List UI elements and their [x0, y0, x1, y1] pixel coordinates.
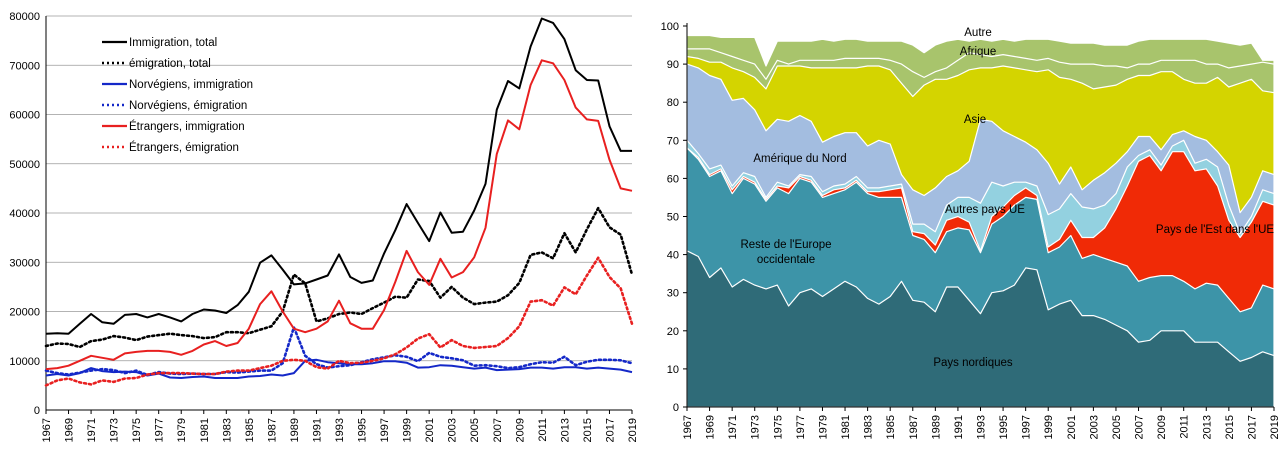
- x-tick-label: 2013: [1201, 415, 1213, 439]
- x-tick-label: 2005: [1111, 415, 1123, 439]
- y-tick-label: 40000: [9, 208, 40, 220]
- x-tick-label: 1969: [64, 418, 76, 442]
- legend-entry-norvegiens-immigration: Norvégiens, immigration: [129, 79, 253, 91]
- series-line-emigration-total: [44, 206, 634, 349]
- x-tick-label: 1975: [131, 418, 143, 442]
- x-tick-label: 2017: [1246, 415, 1258, 439]
- x-tick-label: 1985: [885, 415, 897, 439]
- legend-entry-emigration-total: émigration, total: [129, 58, 211, 70]
- y-tick-label: 60000: [9, 110, 40, 122]
- x-tick-label: 1991: [311, 418, 323, 442]
- y-tick-label: 40: [667, 250, 679, 262]
- x-tick-label: 2001: [1066, 415, 1078, 439]
- y-tick-label: 0: [673, 402, 679, 414]
- x-tick-label: 1973: [109, 418, 121, 442]
- area-label-afrique: Afrique: [960, 46, 996, 58]
- y-tick-label: 60: [667, 173, 679, 185]
- x-tick-label: 1979: [176, 418, 188, 442]
- x-tick-label: 1989: [930, 415, 942, 439]
- y-tick-label: 10: [667, 364, 679, 376]
- x-tick-label: 1971: [727, 415, 739, 439]
- x-tick-label: 2009: [1156, 415, 1168, 439]
- x-tick-label: 1975: [772, 415, 784, 439]
- x-tick-label: 1991: [953, 415, 965, 439]
- area-label-amerique-du-nord: Amérique du Nord: [753, 153, 846, 165]
- x-tick-label: 1997: [379, 418, 391, 442]
- series-line-immigration-total: [45, 17, 632, 335]
- x-tick-label: 1993: [976, 415, 988, 439]
- x-tick-label: 2009: [514, 418, 526, 442]
- y-tick-label: 50: [667, 212, 679, 224]
- x-tick-label: 2013: [559, 418, 571, 442]
- x-tick-label: 1995: [998, 415, 1010, 439]
- y-tick-label: 50000: [9, 159, 40, 171]
- y-tick-label: 20: [667, 326, 679, 338]
- area-chart-origin-share: 0 10 20 30 40 50 60 70 80 90 100 1967 1969 1971 1973 19…: [661, 21, 1280, 439]
- x-tick-label: 2015: [582, 418, 594, 442]
- x-tick-label: 1979: [817, 415, 829, 439]
- y-tick-label: 20000: [9, 307, 40, 319]
- legend-entry-etrangers-immigration: Étrangers, immigration: [129, 120, 245, 133]
- x-tick-label: 1999: [402, 418, 414, 442]
- area-label-reste-de-l-europe: Reste de l'Europe: [740, 239, 831, 251]
- x-tick-label: 1981: [840, 415, 852, 439]
- area-pays-nordiques: [686, 250, 1275, 408]
- x-tick-label: 2019: [627, 418, 639, 442]
- x-tick-label: 1967: [41, 418, 53, 442]
- x-tick-label: 1969: [705, 415, 717, 439]
- area-label-occidentale: occidentale: [757, 254, 815, 266]
- area-label-pays-nordiques: Pays nordiques: [933, 357, 1013, 369]
- x-tick-label: 1981: [199, 418, 211, 442]
- x-tick-label: 2017: [604, 418, 616, 442]
- line-chart-migration: 0 10000 20000 30000 40000 50000 60000 70000 8000…: [9, 11, 639, 442]
- y-tick-label: 100: [661, 21, 679, 33]
- y-tick-label: 10000: [9, 356, 40, 368]
- x-tick-label: 1977: [154, 418, 166, 442]
- y-tick-label: 0: [34, 405, 40, 417]
- legend-entry-norvegiens-emigration: Norvégiens, émigration: [129, 100, 247, 112]
- x-tick-label: 2011: [1179, 415, 1191, 439]
- x-tick-label: 2003: [1088, 415, 1100, 439]
- x-tick-label: 1989: [289, 418, 301, 442]
- x-tick-label: 1987: [266, 418, 278, 442]
- x-tick-label: 1985: [244, 418, 256, 442]
- y-tick-label: 70: [667, 135, 679, 147]
- x-tick-label: 2011: [537, 418, 549, 442]
- x-tick-label: 1995: [357, 418, 369, 442]
- area-label-asie: Asie: [964, 114, 986, 126]
- x-tick-label: 1997: [1021, 415, 1033, 439]
- y-tick-label: 80000: [9, 11, 40, 23]
- y-tick-label: 90: [667, 59, 679, 71]
- x-tick-label: 2003: [447, 418, 459, 442]
- series-line-etrangers-emigration: [44, 256, 634, 387]
- legend-entry-etrangers-emigration: Étrangers, émigration: [129, 141, 239, 154]
- x-tick-label: 1971: [86, 418, 98, 442]
- x-tick-label: 1993: [334, 418, 346, 442]
- area-label-autre: Autre: [964, 27, 992, 39]
- x-tick-label: 1977: [795, 415, 807, 439]
- series-line-norvegiens-emigration: [44, 326, 634, 377]
- x-tick-label: 2001: [424, 418, 436, 442]
- area-label-autres-pays-ue: Autres pays UE: [945, 204, 1025, 216]
- y-tick-label: 80: [667, 97, 679, 109]
- legend-entry-immigration-total: Immigration, total: [129, 37, 217, 49]
- x-tick-label: 2007: [1134, 415, 1146, 439]
- x-tick-label: 1983: [863, 415, 875, 439]
- x-tick-label: 2019: [1269, 415, 1280, 439]
- series-line-etrangers-immigration: [45, 59, 633, 371]
- x-tick-label: 2005: [469, 418, 481, 442]
- x-tick-label: 1983: [221, 418, 233, 442]
- y-tick-label: 30: [667, 288, 679, 300]
- area-label-pays-de-l-est-dans-l-ue: Pays de l'Est dans l'UE: [1156, 224, 1274, 236]
- x-tick-label: 1999: [1043, 415, 1055, 439]
- y-tick-label: 30000: [9, 257, 40, 269]
- x-tick-label: 2007: [492, 418, 504, 442]
- y-tick-label: 70000: [9, 60, 40, 72]
- x-tick-label: 2015: [1224, 415, 1236, 439]
- x-tick-label: 1987: [908, 415, 920, 439]
- x-tick-label: 1973: [750, 415, 762, 439]
- x-tick-label: 1967: [682, 415, 694, 439]
